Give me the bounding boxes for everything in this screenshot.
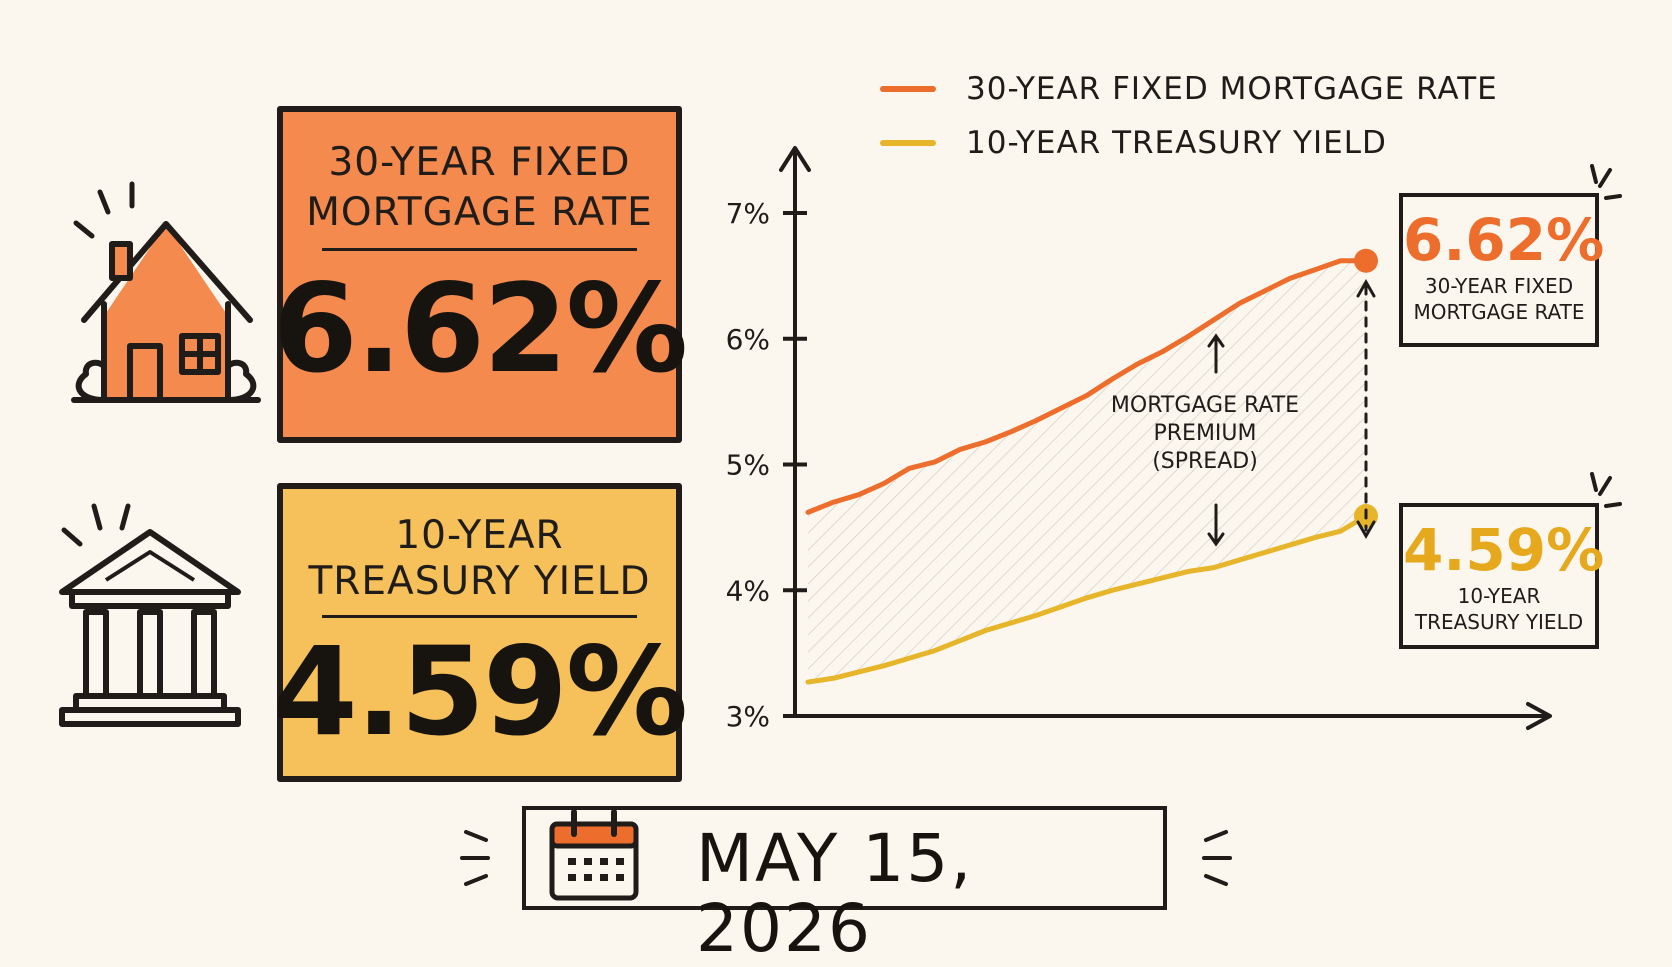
date-sparkle-left xyxy=(460,830,490,886)
y-tick-label: 7% xyxy=(726,197,770,230)
legend-label-mortgage: 30-YEAR FIXED MORTGAGE RATE xyxy=(966,71,1498,107)
treasury-callout-value: 4.59% xyxy=(1403,516,1605,584)
treasury-callout: 4.59% 10-YEAR TREASURY YIELD xyxy=(1399,503,1605,649)
treasury-yield-line xyxy=(805,513,1369,685)
spread-annotation: MORTGAGE RATE PREMIUM (SPREAD) xyxy=(1110,393,1300,474)
y-tick-label: 4% xyxy=(726,574,770,607)
spread-label-arrow-up-head xyxy=(1207,333,1225,348)
date-box: MAY 15, 2026 xyxy=(522,806,1167,964)
mortgage-card-divider xyxy=(322,248,637,251)
treasury-card-value: 4.59% xyxy=(272,621,688,763)
treasury-yield-card: 10-YEAR TREASURY YIELD 4.59% xyxy=(273,483,688,782)
y-axis-arrow xyxy=(779,146,811,172)
treasury-card-title: 10-YEAR TREASURY YIELD xyxy=(308,513,651,604)
mortgage-callout-value: 6.62% xyxy=(1403,206,1605,274)
date-sparkle-right xyxy=(1202,830,1232,886)
mortgage-card-value: 6.62% xyxy=(272,258,688,400)
y-tick-label: 5% xyxy=(726,449,770,482)
spread-area xyxy=(808,260,1366,683)
x-axis-arrow xyxy=(1526,702,1552,730)
treasury-callout-label: 10-YEAR TREASURY YIELD xyxy=(1414,584,1584,634)
house-icon xyxy=(71,181,261,403)
legend-label-treasury: 10-YEAR TREASURY YIELD xyxy=(966,125,1387,161)
legend-swatch-treasury xyxy=(880,140,936,146)
legend-item-mortgage: 30-YEAR FIXED MORTGAGE RATE xyxy=(880,62,1498,116)
calendar-icon xyxy=(549,809,639,901)
mortgage-rate-line-end-point xyxy=(1354,248,1378,273)
treasury-card-divider xyxy=(322,615,637,618)
chart-legend: 30-YEAR FIXED MORTGAGE RATE 10-YEAR TREA… xyxy=(880,62,1498,170)
spread-arrow-head-top xyxy=(1356,278,1376,298)
mortgage-rate-line xyxy=(805,258,1369,515)
legend-swatch-mortgage xyxy=(880,86,936,92)
spread-label-arrow-down-head xyxy=(1207,532,1225,547)
y-tick-label: 3% xyxy=(726,700,770,733)
mortgage-card-title: 30-YEAR FIXED MORTGAGE RATE xyxy=(306,140,653,235)
date-label: MAY 15, 2026 xyxy=(696,820,974,967)
rates-line-chart: 7% 6% 5% 4% 3% xyxy=(726,146,1622,733)
mortgage-callout: 6.62% 30-YEAR FIXED MORTGAGE RATE xyxy=(1399,193,1605,347)
mortgage-callout-label: 30-YEAR FIXED MORTGAGE RATE xyxy=(1413,274,1585,324)
mortgage-rate-card: 30-YEAR FIXED MORTGAGE RATE 6.62% xyxy=(273,106,688,443)
legend-item-treasury: 10-YEAR TREASURY YIELD xyxy=(880,116,1498,170)
y-tick-label: 6% xyxy=(726,323,770,356)
bank-building-icon xyxy=(59,503,241,727)
spread-arrow-head-bottom xyxy=(1356,520,1376,540)
